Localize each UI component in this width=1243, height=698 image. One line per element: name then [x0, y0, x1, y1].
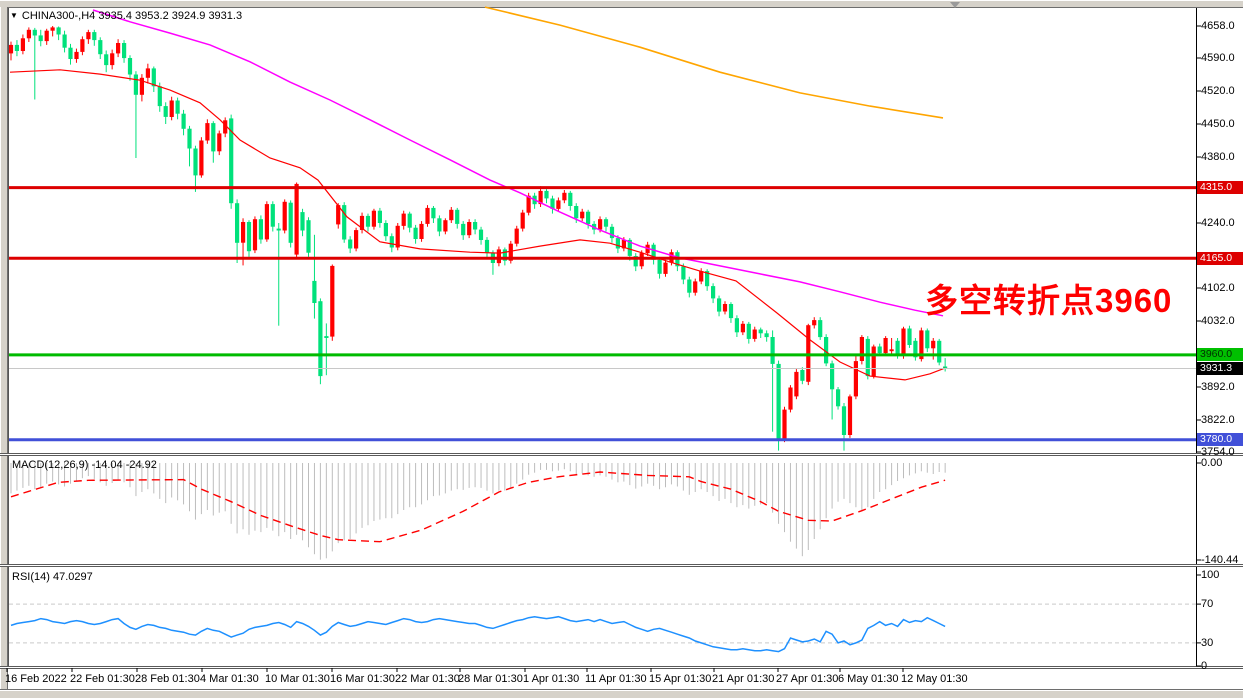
price-tick-label: 3822.0: [1201, 413, 1235, 426]
rsi-tick-label: 30: [1201, 636, 1214, 649]
price-tick-label: 3754.0: [1201, 446, 1235, 458]
price-line-badge: 3931.3: [1197, 361, 1243, 375]
window-bottom-edge: [0, 689, 1243, 698]
date-tick-label: 1 Apr 01:30: [523, 673, 580, 685]
window-top-edge: [0, 0, 1243, 8]
price-line-badge: 3960.0: [1197, 348, 1243, 362]
price-line-badge: 3780.0: [1197, 433, 1243, 447]
date-tick-label: 16 Mar 01:30: [330, 673, 395, 685]
date-tick-label: 21 Apr 01:30: [712, 673, 775, 685]
date-tick-label: 22 Feb 01:30: [70, 673, 135, 685]
collapse-triangle-icon[interactable]: ▼: [10, 11, 18, 20]
price-tick-label: 4032.0: [1201, 315, 1235, 327]
price-tick-label: 4102.0: [1201, 282, 1235, 295]
price-line-badge: 4315.0: [1197, 181, 1243, 195]
symbol-ohlc-text: CHINA300-,H4 3935.4 3953.2 3924.9 3931.3: [21, 10, 243, 22]
price-tick-label: 3892.0: [1201, 380, 1235, 393]
date-tick-label: 16 Feb 2022: [5, 673, 67, 685]
macd-tick-label: 0.00: [1201, 457, 1223, 469]
rsi-indicator-label: RSI(14) 47.0297: [12, 571, 93, 583]
date-tick-label: 22 Mar 01:30: [395, 673, 460, 685]
macd-tick-label: -140.44: [1201, 553, 1239, 566]
date-tick-label: 6 May 01:30: [838, 673, 899, 685]
price-line-badge: 4165.0: [1197, 251, 1243, 265]
macd-indicator-label: MACD(12,26,9) -14.04 -24.92: [12, 459, 157, 471]
price-tick-label: 4450.0: [1201, 118, 1235, 131]
price-tick-label: 4380.0: [1201, 151, 1235, 163]
price-tick-label: 4658.0: [1201, 20, 1235, 32]
autoscroll-arrow-icon: [950, 2, 960, 8]
rsi-tick-label: 0: [1201, 660, 1208, 672]
rsi-tick-label: 70: [1201, 598, 1214, 611]
date-tick-label: 28 Mar 01:30: [458, 673, 523, 685]
date-tick-label: 28 Feb 01:30: [135, 673, 200, 685]
date-tick-label: 12 May 01:30: [901, 673, 968, 685]
symbol-title: ▼ CHINA300-,H4 3935.4 3953.2 3924.9 3931.…: [10, 9, 242, 23]
text-annotation-bull-bear-pivot[interactable]: 多空转折点3960: [925, 282, 1173, 319]
date-tick-label: 10 Mar 01:30: [265, 673, 330, 685]
date-tick-label: 4 Mar 01:30: [200, 673, 259, 685]
window-left-edge: [0, 7, 8, 698]
date-tick-label: 11 Apr 01:30: [585, 673, 647, 685]
price-tick-label: 4590.0: [1201, 52, 1235, 65]
price-tick-label: 4520.0: [1201, 85, 1235, 98]
date-tick-label: 15 Apr 01:30: [649, 673, 712, 685]
date-tick-label: 27 Apr 01:30: [776, 673, 839, 685]
rsi-tick-label: 100: [1201, 569, 1220, 581]
price-tick-label: 4240.0: [1201, 216, 1235, 229]
